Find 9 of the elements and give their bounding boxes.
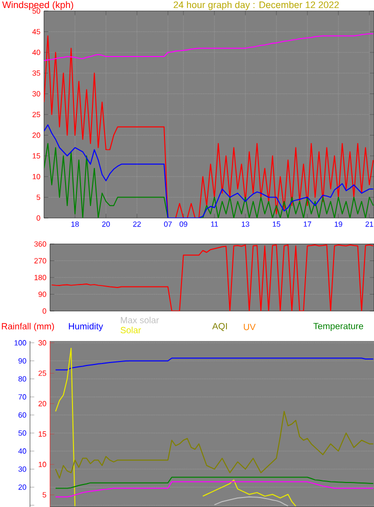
text: Humidity bbox=[68, 322, 104, 332]
text: UV bbox=[244, 324, 256, 330]
text: Rainfall (mm) bbox=[2, 322, 54, 332]
y-axis-title: Windspeed (kph) bbox=[2, 1, 74, 10]
text: Solar bbox=[120, 326, 141, 334]
text: AQI bbox=[212, 323, 227, 331]
text: Temperature bbox=[313, 322, 364, 332]
chart-title: 24 hour graph day : December 12 2022 bbox=[174, 1, 339, 10]
text: Max solar bbox=[120, 316, 159, 324]
